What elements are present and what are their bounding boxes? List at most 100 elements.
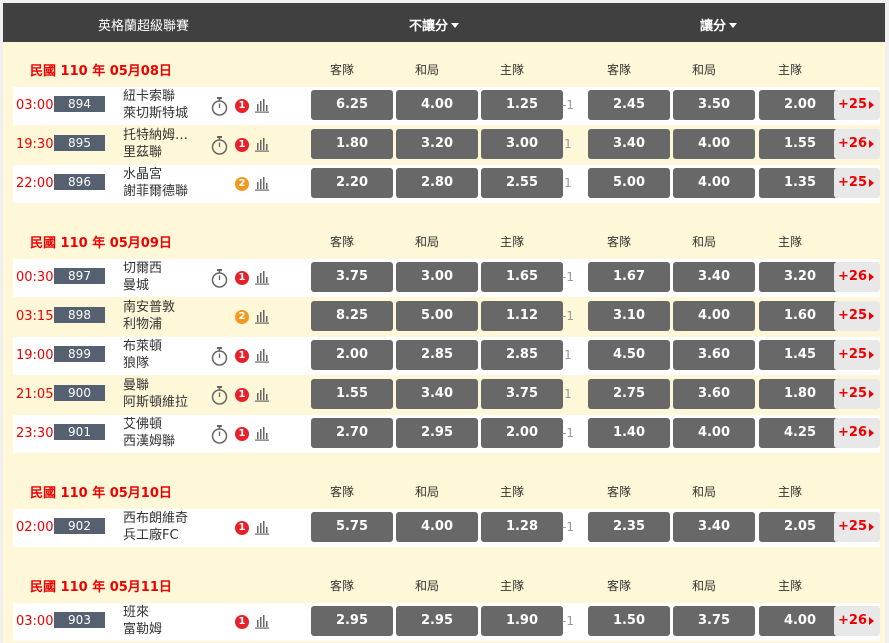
handicap-odds-button[interactable]: 2.35	[588, 512, 670, 542]
column-header: 客隊	[329, 485, 354, 499]
odds-button[interactable]: 2.95	[396, 418, 478, 448]
caret-right-icon	[869, 523, 874, 531]
handicap-odds-button[interactable]: 3.40	[588, 129, 670, 159]
odds-button[interactable]: 1.12	[481, 301, 563, 331]
more-bets-button[interactable]: +25	[834, 168, 880, 198]
handicap-odds-button[interactable]: 5.00	[588, 168, 670, 198]
handicap-odds-button[interactable]: 2.00	[759, 90, 841, 120]
handicap-odds-button[interactable]: 4.00	[673, 168, 755, 198]
handicap-odds-button[interactable]: 4.25	[759, 418, 841, 448]
more-bets-button[interactable]: +25	[834, 90, 880, 120]
handicap-odds-button[interactable]: 3.75	[673, 606, 755, 636]
handicap-odds-button[interactable]: 3.10	[588, 301, 670, 331]
handicap-odds-button[interactable]: 4.00	[673, 418, 755, 448]
handicap-dropdown[interactable]: 讓分	[700, 15, 738, 34]
handicap-odds-button[interactable]: 3.40	[673, 262, 755, 292]
more-bets-button[interactable]: +26	[834, 606, 880, 636]
teams: 水晶宮 謝菲爾德聯	[123, 166, 188, 200]
handicap-odds-button[interactable]: 3.50	[673, 90, 755, 120]
odds-button[interactable]: 2.00	[311, 340, 393, 370]
more-bets-button[interactable]: +26	[834, 129, 880, 159]
odds-button[interactable]: 2.85	[396, 340, 478, 370]
handicap-odds-button[interactable]: 2.45	[588, 90, 670, 120]
handicap-odds-button[interactable]: 1.60	[759, 301, 841, 331]
stats-chart-icon[interactable]	[255, 386, 269, 402]
odds-button[interactable]: 2.55	[481, 168, 563, 198]
more-bets-button[interactable]: +25	[834, 340, 880, 370]
stats-chart-icon[interactable]	[255, 136, 269, 152]
stats-chart-icon[interactable]	[255, 519, 269, 535]
odds-button[interactable]: 1.28	[481, 512, 563, 542]
handicap-odds-button[interactable]: 3.60	[673, 340, 755, 370]
odds-button[interactable]: 5.75	[311, 512, 393, 542]
more-bets-button[interactable]: +25	[834, 301, 880, 331]
stats-chart-icon[interactable]	[255, 175, 269, 191]
odds-button[interactable]: 2.85	[481, 340, 563, 370]
kickoff-time: 19:00	[16, 348, 54, 363]
handicap-odds-button[interactable]: 2.75	[588, 379, 670, 409]
handicap-odds-button[interactable]: 1.80	[759, 379, 841, 409]
odds-button[interactable]: 1.80	[311, 129, 393, 159]
more-bets-button[interactable]: +26	[834, 418, 880, 448]
handicap-odds-button[interactable]: 4.00	[673, 129, 755, 159]
match-date: 民國 110 年 05月08日	[30, 64, 172, 79]
no-handicap-dropdown[interactable]: 不讓分	[409, 15, 460, 34]
odds-button[interactable]: 3.20	[396, 129, 478, 159]
odds-button[interactable]: 8.25	[311, 301, 393, 331]
odds-button[interactable]: 6.25	[311, 90, 393, 120]
handicap-odds-button[interactable]: 4.50	[588, 340, 670, 370]
stats-chart-icon[interactable]	[255, 97, 269, 113]
caret-right-icon	[869, 101, 874, 109]
more-bets-button[interactable]: +25	[834, 379, 880, 409]
match-number: 897	[54, 268, 105, 284]
odds-button[interactable]: 2.95	[311, 606, 393, 636]
handicap-odds-button[interactable]: 1.50	[588, 606, 670, 636]
teams: 班來 富勒姆	[123, 604, 162, 638]
handicap-odds-button[interactable]: 3.60	[673, 379, 755, 409]
odds-button[interactable]: 1.25	[481, 90, 563, 120]
odds-button[interactable]: 4.00	[396, 512, 478, 542]
odds-button[interactable]: 2.20	[311, 168, 393, 198]
odds-button[interactable]: 3.00	[481, 129, 563, 159]
odds-button[interactable]: 3.75	[311, 262, 393, 292]
handicap-odds-button[interactable]: 1.67	[588, 262, 670, 292]
match-number: 900	[54, 385, 105, 401]
odds-button[interactable]: 1.65	[481, 262, 563, 292]
odds-button[interactable]: 1.55	[311, 379, 393, 409]
odds-button[interactable]: 2.80	[396, 168, 478, 198]
bet-type-badge: 2	[235, 310, 249, 324]
more-bets-button[interactable]: +25	[834, 512, 880, 542]
handicap-odds-button[interactable]: 4.00	[673, 301, 755, 331]
handicap-odds-button[interactable]: 2.05	[759, 512, 841, 542]
handicap-odds-button[interactable]: 1.35	[759, 168, 841, 198]
stats-chart-icon[interactable]	[255, 613, 269, 629]
more-bets-count: +25	[838, 308, 867, 323]
odds-button[interactable]: 3.40	[396, 379, 478, 409]
odds-button[interactable]: 1.90	[481, 606, 563, 636]
kickoff-time: 22:00	[16, 176, 54, 191]
caret-right-icon	[869, 140, 874, 148]
odds-button[interactable]: 2.00	[481, 418, 563, 448]
handicap-odds-button[interactable]: 1.40	[588, 418, 670, 448]
handicap-odds-button[interactable]: 4.00	[759, 606, 841, 636]
odds-button[interactable]: 2.95	[396, 606, 478, 636]
handicap-odds-button[interactable]: 1.55	[759, 129, 841, 159]
column-header: 客隊	[606, 579, 631, 593]
odds-button[interactable]: 3.00	[396, 262, 478, 292]
stats-chart-icon[interactable]	[255, 308, 269, 324]
handicap-odds-button[interactable]: 3.20	[759, 262, 841, 292]
match-number: 898	[54, 307, 105, 323]
handicap-value: 1	[564, 387, 572, 401]
stats-chart-icon[interactable]	[255, 269, 269, 285]
stats-chart-icon[interactable]	[255, 347, 269, 363]
more-bets-button[interactable]: +26	[834, 262, 880, 292]
more-bets-count: +26	[838, 136, 867, 151]
handicap-odds-button[interactable]: 1.45	[759, 340, 841, 370]
stats-chart-icon[interactable]	[255, 425, 269, 441]
handicap-odds-button[interactable]: 3.40	[673, 512, 755, 542]
odds-button[interactable]: 2.70	[311, 418, 393, 448]
caret-right-icon	[869, 312, 874, 320]
odds-button[interactable]: 4.00	[396, 90, 478, 120]
odds-button[interactable]: 3.75	[481, 379, 563, 409]
odds-button[interactable]: 5.00	[396, 301, 478, 331]
